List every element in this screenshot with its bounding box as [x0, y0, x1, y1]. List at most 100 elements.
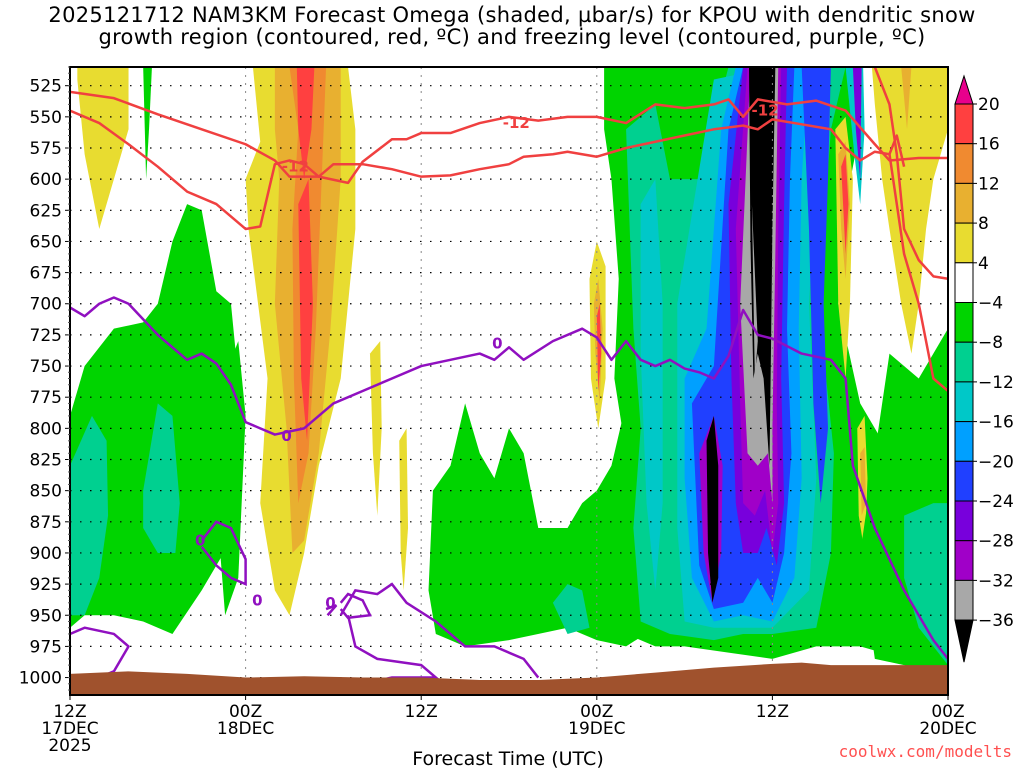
chart-title-line-2: growth region (contoured, red, ºC) and f…: [98, 25, 926, 49]
colorbar-label: −16: [978, 413, 1014, 433]
colorbar-swatch: [954, 262, 974, 303]
grid-lines: [70, 67, 948, 695]
y-tick-label: 875: [30, 513, 62, 533]
y-tick-label: 750: [30, 357, 62, 377]
omega-shaded-cell: [143, 403, 180, 553]
colorbar-label: −12: [978, 373, 1014, 393]
plot-frame: [69, 66, 949, 696]
terrain-ground: [70, 662, 948, 695]
y-tick-label: 850: [30, 482, 62, 502]
x-tick-label: 17DEC: [41, 719, 98, 739]
colorbar-swatch: [954, 579, 974, 621]
omega-shaded-cell: [369, 341, 382, 516]
y-tick-label: 1000: [19, 669, 62, 689]
contour-label: -12: [282, 158, 309, 176]
colorbar-legend: 20 16 12 8 4 −4 −8 −12 −16 −20 −24 −28 −32 −36: [954, 74, 1014, 663]
contour-label: 0: [195, 531, 205, 549]
colorbar-swatch: [954, 143, 974, 184]
colorbar-swatch: [954, 302, 974, 343]
x-tick-label: 00Z: [931, 702, 964, 722]
y-axis: 525 550 575 600 625 650 675 700 725 750 775 800 825 8…: [19, 66, 70, 691]
y-tick-label: 950: [30, 606, 62, 626]
omega-shaded-cell: [399, 428, 409, 591]
x-tick-label: 00Z: [580, 702, 613, 722]
colorbar-label: −4: [978, 294, 1003, 314]
colorbar-label: −24: [978, 492, 1014, 512]
contour-label: 0: [492, 335, 502, 353]
colorbar-swatch: [954, 421, 974, 462]
omega-shaded-cell: [841, 154, 849, 254]
y-tick-label: 650: [30, 232, 62, 252]
colorbar-label: −20: [978, 452, 1014, 472]
y-tick-label: 700: [30, 295, 62, 315]
colorbar-label: −28: [978, 532, 1014, 552]
omega-shaded-cell: [77, 67, 129, 229]
contour-line: [70, 296, 948, 660]
colorbar-swatch: [954, 540, 974, 581]
contour-label: -12: [752, 102, 779, 120]
x-tick-label: 00Z: [229, 702, 262, 722]
colorbar-above-arrow: [954, 74, 974, 105]
credit-link[interactable]: coolwx.com/modelts: [839, 742, 1012, 761]
omega-shaded-cell: [552, 584, 590, 634]
contour-label: -12: [503, 114, 530, 132]
y-tick-label: 925: [30, 575, 62, 595]
x-tick-label: 12Z: [53, 702, 86, 722]
omega-shaded-cell: [904, 503, 948, 666]
y-tick-label: 600: [30, 170, 62, 190]
omega-shaded-cell: [216, 341, 246, 616]
omega-shaded-cell: [70, 415, 109, 616]
y-tick-label: 775: [30, 388, 62, 408]
colorbar-swatch: [954, 500, 974, 542]
freezing-level-contour: [200, 520, 247, 586]
omega-shaded-cell: [801, 67, 831, 504]
colorbar-label: 12: [978, 174, 1000, 194]
omega-shaded-cell: [143, 67, 152, 180]
x-tick-label: 2025: [48, 736, 91, 756]
y-tick-label: 725: [30, 326, 62, 346]
colorbar-label: 20: [978, 95, 1000, 115]
contour-line: [70, 626, 130, 679]
omega-shaded-cell: [298, 179, 313, 441]
x-tick-label: 12Z: [405, 702, 438, 722]
y-tick-label: 900: [30, 544, 62, 564]
colorbar-label: 8: [978, 214, 989, 234]
contour-label: 0: [281, 427, 291, 445]
omega-shaded-cell: [596, 303, 602, 391]
colorbar-label: 4: [978, 254, 989, 274]
omega-shaded-cell: [871, 67, 948, 354]
y-tick-label: 675: [30, 264, 62, 284]
freezing-level-contour: [339, 582, 540, 679]
y-tick-label: 800: [30, 419, 62, 439]
freezing-level-contour: [325, 604, 338, 617]
colorbar-label: 16: [978, 135, 1000, 155]
omega-shading: [70, 67, 948, 678]
y-tick-label: 575: [30, 139, 62, 159]
y-tick-label: 525: [30, 77, 62, 97]
colorbar-label: −32: [978, 571, 1014, 591]
contour-line: [873, 67, 948, 281]
omega-shaded-cell: [296, 67, 315, 180]
colorbar-below-arrow: [954, 619, 974, 663]
colorbar-label: −36: [978, 611, 1014, 631]
colorbar-swatch: [954, 182, 974, 224]
y-tick-label: 550: [30, 108, 62, 128]
x-tick-label: 20DEC: [919, 719, 976, 739]
y-tick-label: 825: [30, 451, 62, 471]
colorbar-swatch: [954, 381, 974, 423]
colorbar-swatch: [954, 222, 974, 264]
x-tick-label: 18DEC: [217, 719, 274, 739]
x-axis-title: Forecast Time (UTC): [412, 748, 603, 768]
contour-line: [70, 90, 948, 185]
colorbar-swatch: [954, 460, 974, 502]
omega-shaded-cell: [428, 378, 670, 647]
contour-label: 0: [252, 591, 262, 609]
chart-title-line-1: 2025121712 NAM3KM Forecast Omega (shaded…: [48, 3, 976, 27]
freezing-level-contour: [346, 614, 440, 686]
y-tick-label: 625: [30, 201, 62, 221]
omega-shaded-cell: [706, 415, 719, 603]
x-tick-label: 12Z: [756, 702, 789, 722]
terrain-shading: [70, 662, 948, 695]
